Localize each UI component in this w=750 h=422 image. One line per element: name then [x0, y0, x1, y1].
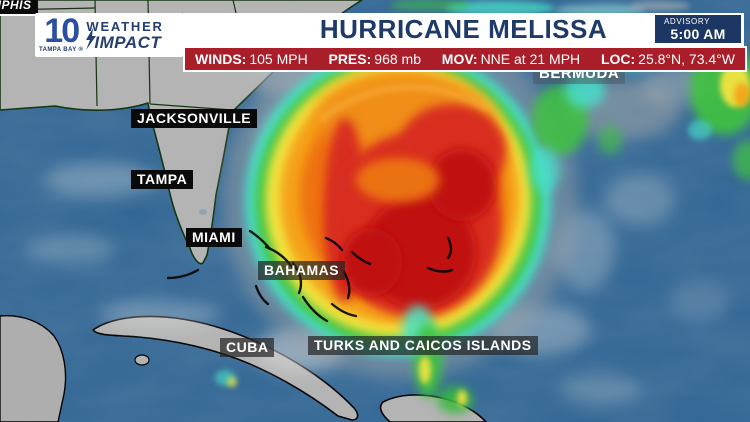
stat-movement-label: MOV:	[441, 51, 478, 67]
channel-number: 10	[44, 12, 80, 51]
title-band: HURRICANE MELISSA	[183, 13, 744, 46]
stat-location-value: 25.8°N, 73.4°W	[638, 51, 735, 67]
map-label-memphis: MPHIS	[0, 0, 38, 16]
map-label-turks-and-caicos: TURKS AND CAICOS ISLANDS	[308, 336, 538, 355]
stat-winds-label: WINDS:	[195, 51, 247, 67]
stat-movement: MOV: NNE at 21 MPH	[442, 51, 580, 67]
map-label-tampa: TAMPA	[131, 170, 194, 189]
weather-impact-brand: WEATHER IMPACT	[86, 20, 163, 51]
advisory-badge: ADVISORY 5:00 AM	[655, 15, 741, 43]
map-label-cuba: CUBA	[220, 338, 275, 357]
stat-location: LOC: 25.8°N, 73.4°W	[601, 51, 735, 67]
station-logo-mark: 10 TAMPA BAY ®	[39, 12, 84, 53]
stat-pressure-value: 968 mb	[374, 51, 421, 67]
station-logo: 10 TAMPA BAY ® WEATHER IMPACT	[35, 13, 183, 57]
brand-impact-text: IMPACT	[94, 32, 162, 52]
storm-stats-bar: WINDS: 105 MPH PRES: 968 mb MOV: NNE at 21 …	[183, 46, 747, 72]
brand-weather-text: WEATHER	[86, 18, 164, 34]
stat-pressure-label: PRES:	[328, 51, 372, 67]
stat-winds: WINDS: 105 MPH	[195, 51, 308, 67]
stat-movement-value: NNE at 21 MPH	[480, 51, 581, 67]
storm-title: HURRICANE MELISSA	[319, 14, 608, 44]
map-label-bahamas: BAHAMAS	[258, 261, 346, 280]
advisory-label: ADVISORY	[664, 16, 710, 26]
map-label-miami: MIAMI	[186, 228, 242, 247]
lightning-bolt-icon	[86, 27, 97, 50]
advisory-time: 5:00 AM	[670, 25, 726, 42]
stat-pressure: PRES: 968 mb	[328, 51, 421, 67]
stat-winds-value: 105 MPH	[249, 51, 308, 67]
stat-location-label: LOC:	[600, 51, 636, 67]
map-label-jacksonville: JACKSONVILLE	[131, 109, 258, 128]
station-market: TAMPA BAY ®	[39, 46, 84, 53]
